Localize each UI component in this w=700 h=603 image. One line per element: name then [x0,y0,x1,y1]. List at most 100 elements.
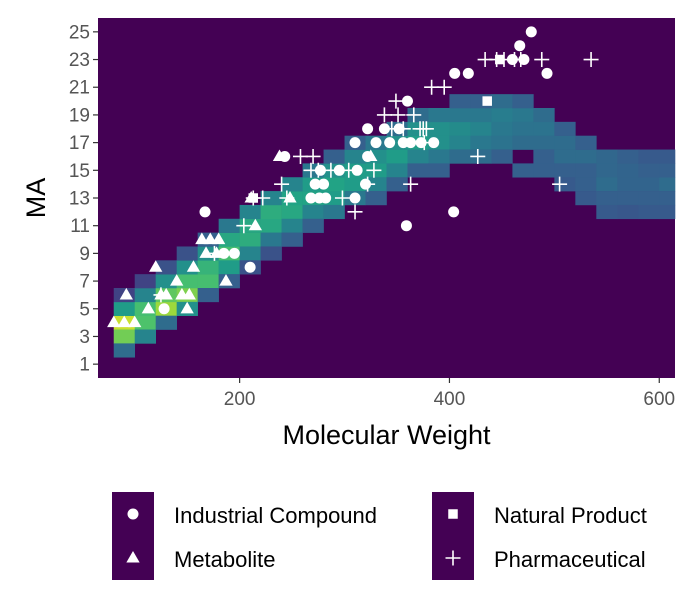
pharmaceutical-point [406,107,422,123]
y-tick-label: 1 [79,355,90,376]
pharmaceutical-point [513,52,529,68]
pharmaceutical-point [279,190,295,206]
heatmap-cell [617,163,639,178]
industrial-compound-point [370,137,382,149]
metabolite-icon [126,551,140,563]
industrial-compound-point [384,137,396,149]
heatmap-cell [281,177,303,192]
heatmap-cell [386,177,408,192]
heatmap-cell [491,94,513,109]
metabolite-point [128,315,142,328]
legend-label: Pharmaceutical [494,547,646,572]
heatmap-cell [617,177,639,192]
heatmap-cell [659,163,676,178]
heatmap-cell [449,108,471,123]
heatmap-cell [638,191,660,206]
heatmap-cell [512,108,534,123]
industrial-compound-point [318,178,330,190]
heatmap-cell [218,260,240,275]
pharmaceutical-point [310,162,326,178]
heatmap-cell [365,191,387,206]
heatmap-cell [239,232,261,247]
pharmaceutical-point [206,245,222,261]
industrial-compound-point [541,67,553,79]
heatmap-cell [533,135,555,150]
pharmaceutical-point [274,176,290,192]
heatmap-cell [491,135,513,150]
pharmaceutical-point [416,135,432,151]
heatmap-cell [512,135,534,150]
pharmaceutical-point [341,162,357,178]
pharmaceutical-point [418,121,434,137]
industrial-compound-point [405,137,417,149]
heatmap-cell [638,163,660,178]
heatmap-cell [281,204,303,220]
metabolite-point [195,232,209,245]
heatmap-cell [491,121,513,136]
heatmap-cell [596,163,618,178]
y-tick-label: 9 [79,244,90,265]
y-tick-label: 19 [69,105,90,126]
heatmap-cell [554,135,576,150]
metabolite-point [170,274,184,286]
pharmaceutical-point [470,148,486,164]
heatmap-cell [575,135,597,150]
heatmap-cell [575,191,597,206]
pharmaceutical-point [390,107,406,123]
pharmaceutical-point [153,287,169,303]
heatmap-cell [617,191,639,206]
pharmaceutical-point [292,148,308,164]
x-tick-label: 600 [643,389,675,410]
heatmap-cell [659,204,676,220]
legend-label: Industrial Compound [174,503,377,528]
pharmaceutical-icon [445,550,461,566]
legend-item-pharmaceutical: Pharmaceutical [432,536,646,580]
heatmap-cell [533,108,555,123]
heatmap-cell [638,177,660,192]
y-tick-label: 23 [69,50,90,71]
heatmap-cell [302,218,324,233]
heatmap-cell [197,274,219,289]
heatmap-cell [365,177,387,192]
heatmap-cell [281,232,303,247]
heatmap-cell [512,163,534,178]
industrial-compound-point [309,178,321,190]
metabolite-point [203,232,217,245]
x-axis-title: Molecular Weight [282,420,491,450]
industrial-compound-point [158,303,170,315]
pharmaceutical-point [403,176,419,192]
heatmap-cell [575,149,597,164]
plot-area [98,18,676,378]
heatmap-cell [491,108,513,123]
metabolite-point [119,287,133,300]
heatmap-cell [638,149,660,164]
heatmap-cell [428,149,450,164]
pharmaceutical-point [305,148,321,164]
industrial-compound-point [401,95,413,107]
industrial-compound-point [305,192,317,204]
legend-item-natural-product: Natural Product [432,492,647,536]
legend-item-metabolite: Metabolite [112,536,276,580]
pharmaceutical-point [534,52,550,68]
heatmap-cell [596,191,618,206]
pharmaceutical-point [424,79,440,95]
heatmap-cell [512,94,534,109]
metabolite-point [149,260,163,272]
industrial-compound-point [199,206,211,218]
heatmap-cell [197,260,219,275]
metabolite-point [219,274,233,286]
legend: Industrial Compound Metabolite Natural Pro… [112,492,647,580]
industrial-compound-point [449,67,461,79]
metabolite-point [180,301,194,314]
heatmap-cell [470,135,492,150]
pharmaceutical-point [323,162,339,178]
heatmap-cell [554,163,576,178]
heatmap-cell [176,246,198,261]
heatmap-cell [449,94,471,109]
heatmap-cell [155,315,177,330]
metabolite-point [364,149,378,162]
industrial-compound-point [349,192,361,204]
y-tick-label: 7 [79,272,90,293]
industrial-compound-icon [127,508,139,520]
